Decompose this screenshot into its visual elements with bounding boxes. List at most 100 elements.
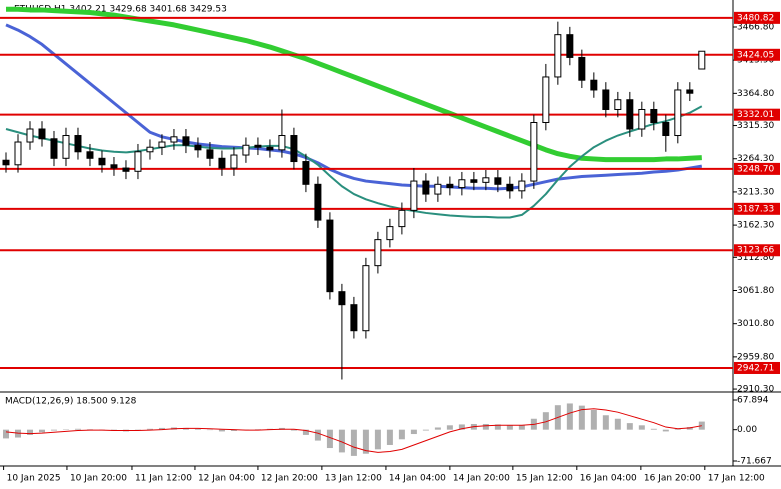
candle-body (374, 239, 382, 267)
level-label: 3187.33 (737, 204, 774, 214)
macd-bar (434, 427, 441, 430)
candle-body (110, 164, 118, 169)
candle-body (302, 161, 310, 185)
y-tick-label: 3364.80 (737, 89, 774, 99)
candle-body (446, 183, 454, 189)
candle-body (326, 219, 334, 293)
macd-bar (650, 428, 657, 430)
level-label-box (734, 108, 780, 121)
candle-body (434, 183, 442, 195)
candle-body (38, 128, 46, 140)
macd-bar (518, 425, 525, 430)
macd-bar (374, 429, 381, 450)
candle-body (194, 144, 202, 151)
candle-body (506, 183, 514, 192)
y-tick-label: 3061.80 (737, 286, 774, 296)
macd-title: MACD(12,26,9) 18.500 9.128 (5, 397, 137, 407)
macd-bar (26, 429, 33, 435)
macd-y-tick-label: -71.667 (737, 457, 772, 467)
candle-body (578, 56, 586, 81)
candle-body (422, 180, 430, 195)
macd-bar (446, 425, 453, 430)
macd-bar (542, 412, 549, 430)
macd-bar (362, 429, 369, 454)
candle-body (86, 151, 94, 159)
x-tick-label: 12 Jan 04:00 (198, 474, 255, 484)
candle-body (254, 144, 262, 148)
candle-body (206, 149, 214, 159)
level-label-box (734, 244, 780, 257)
candle-body (386, 226, 394, 241)
candle-body (350, 304, 358, 332)
candle-body (74, 135, 82, 153)
macd-bar (74, 428, 81, 430)
candle-body (494, 177, 502, 185)
level-label-box (734, 202, 780, 215)
macd-bar (386, 429, 393, 445)
candle-body (146, 146, 154, 153)
macd-bar (590, 410, 597, 430)
x-tick-label: 13 Jan 12:00 (325, 474, 382, 484)
candle-body (410, 180, 418, 211)
level-label: 2942.71 (737, 363, 774, 373)
candle-body (458, 179, 466, 189)
candle-body (290, 135, 298, 163)
macd-bar (314, 429, 321, 441)
macd-bar (662, 429, 669, 432)
candle-body (26, 128, 34, 143)
candle-body (278, 135, 286, 151)
macd-bar (458, 424, 465, 430)
macd-bar (218, 429, 225, 432)
candle-body (338, 291, 346, 306)
macd-bar (38, 429, 45, 433)
macd-bar (422, 429, 429, 431)
candle-body (482, 177, 490, 183)
y-tick-label: 3264.30 (737, 154, 774, 164)
macd-bar (482, 423, 489, 430)
macd-bar (146, 428, 153, 430)
x-tick-label: 10 Jan 20:00 (70, 474, 127, 484)
y-tick-label: 3466.80 (737, 22, 774, 32)
x-tick-label: 16 Jan 04:00 (580, 474, 637, 484)
candle-body (554, 34, 562, 78)
level-label: 3332.01 (737, 110, 774, 120)
macd-bar (2, 429, 9, 439)
candle-body (62, 135, 70, 159)
candle-body (230, 154, 238, 169)
x-tick-label: 14 Jan 20:00 (453, 474, 510, 484)
candle-body (614, 99, 622, 110)
macd-bar (290, 429, 297, 431)
x-tick-label: 10 Jan 2025 (7, 474, 61, 484)
x-tick-label: 14 Jan 04:00 (389, 474, 446, 484)
candle-body (530, 122, 538, 182)
y-tick-label: 2910.30 (737, 385, 774, 395)
candle-body (50, 138, 58, 159)
moving-average-line (5, 6, 702, 163)
candle-body (662, 122, 670, 137)
level-label-box (734, 48, 780, 61)
candle-body (566, 34, 574, 58)
x-tick-label: 17 Jan 12:00 (708, 474, 765, 484)
candle-body (362, 265, 370, 332)
moving-average-line (5, 105, 703, 219)
candle-body (218, 157, 226, 169)
candle-body (590, 79, 598, 91)
candle-body (686, 89, 694, 94)
macd-bar (398, 429, 405, 440)
y-tick-label: 3112.80 (737, 253, 774, 263)
candle-body (698, 50, 706, 70)
candle-body (542, 76, 550, 124)
candle-body (674, 89, 682, 137)
y-tick-label: 3162.30 (737, 221, 774, 231)
candle-body (14, 141, 22, 166)
candle-body (314, 183, 322, 221)
candle-body (182, 136, 190, 146)
level-label: 3123.66 (737, 246, 774, 256)
y-tick-label: 3315.30 (737, 121, 774, 131)
x-tick-label: 15 Jan 12:00 (516, 474, 573, 484)
macd-bar (50, 429, 57, 431)
macd-bar (602, 415, 609, 430)
macd-bar (494, 424, 501, 430)
candle-body (98, 157, 106, 166)
y-tick-label: 3213.30 (737, 187, 774, 197)
